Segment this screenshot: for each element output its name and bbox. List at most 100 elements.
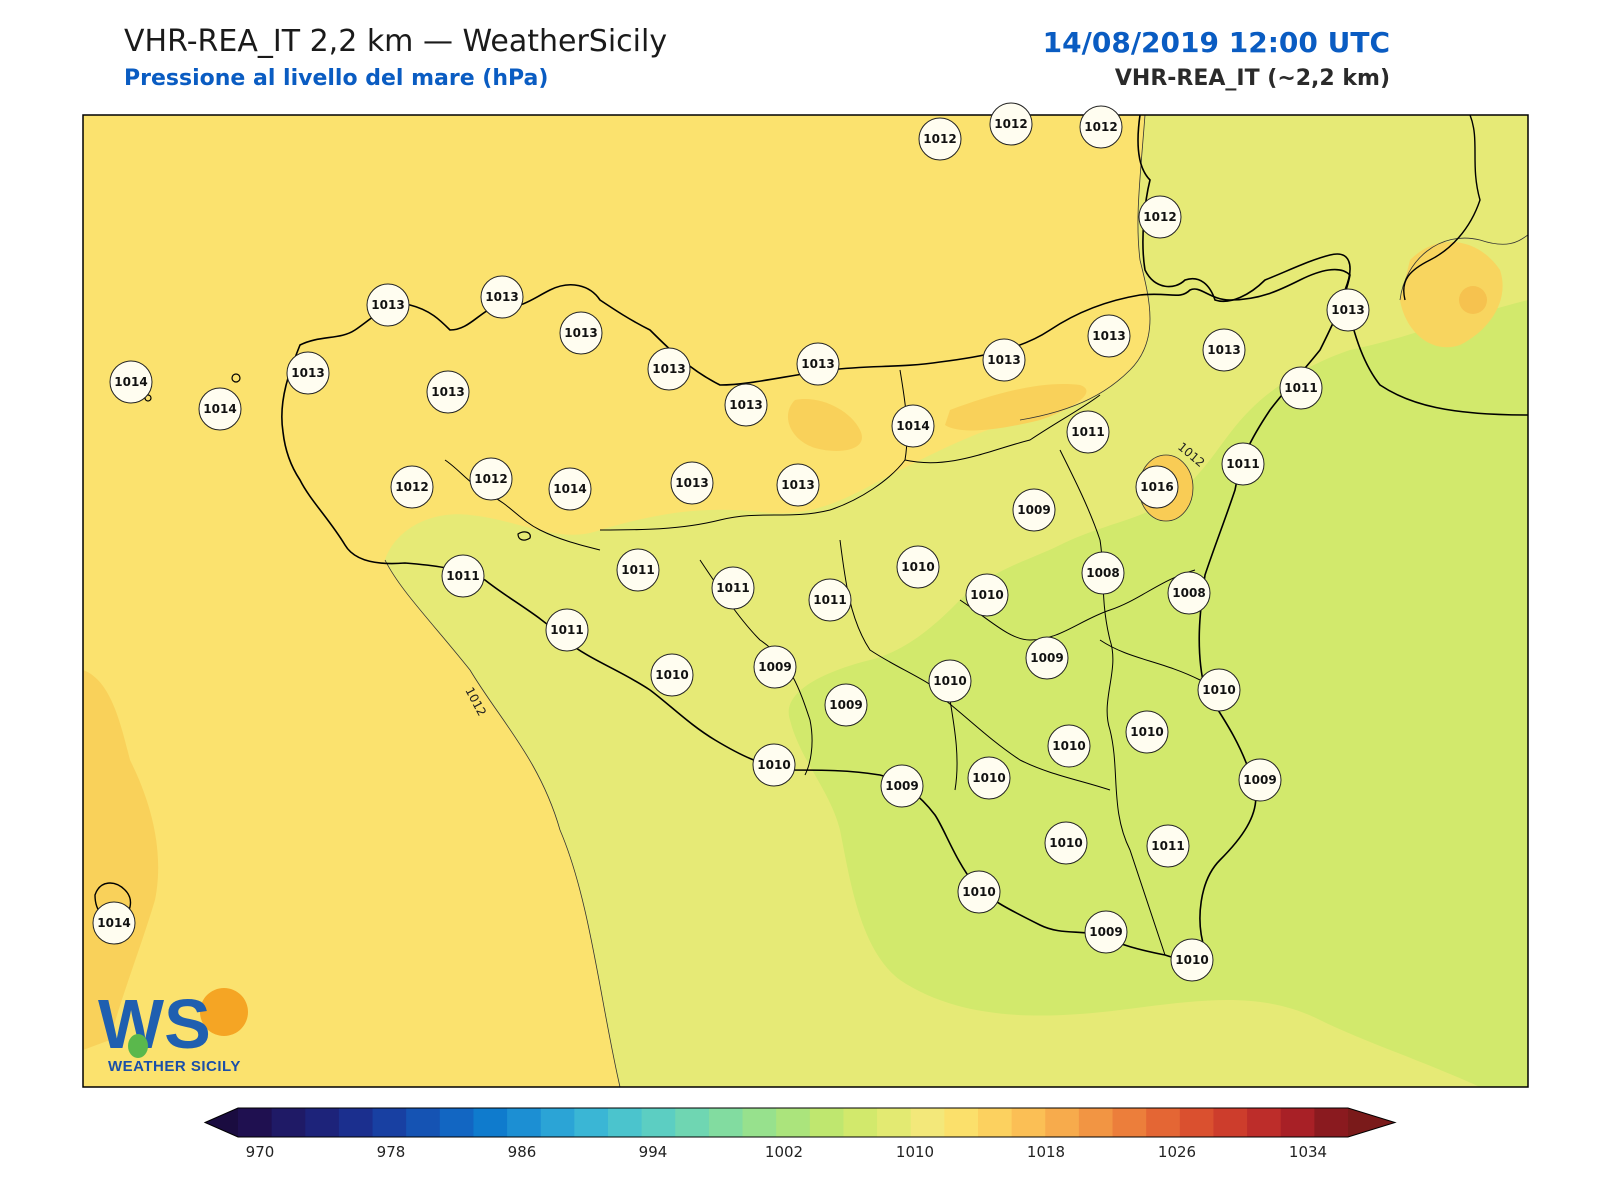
station-circle [441, 554, 485, 598]
model-label: VHR-REA_IT (~2,2 km) [1114, 66, 1390, 91]
station-circle [647, 347, 691, 391]
station-value: 1013 [564, 326, 597, 340]
station-marker: 1013 [426, 370, 470, 414]
map-title: VHR-REA_IT 2,2 km — WeatherSicily [124, 24, 668, 59]
station-marker: 1014 [198, 387, 242, 431]
colorbar-swatch [574, 1108, 609, 1137]
province-border [1059, 449, 1166, 956]
station-circle [1066, 410, 1110, 454]
station-marker: 1010 [1197, 668, 1241, 712]
pressure-band-high [1459, 286, 1487, 314]
station-circle [1146, 824, 1190, 868]
station-circle [545, 608, 589, 652]
station-circle [808, 578, 852, 622]
station-marker: 1010 [957, 870, 1001, 914]
station-value: 1012 [1143, 210, 1176, 224]
colorbar-swatch [1112, 1108, 1147, 1137]
station-circle [776, 463, 820, 507]
station-value: 1013 [801, 357, 834, 371]
calabria-coastline [1403, 115, 1481, 301]
station-circle [1125, 710, 1169, 754]
station-marker: 1009 [824, 683, 868, 727]
contour-1012 [1019, 115, 1151, 421]
station-circle [1138, 195, 1182, 239]
station-circle [957, 870, 1001, 914]
station-marker: 1013 [776, 463, 820, 507]
colorbar-swatch [1314, 1108, 1349, 1137]
station-circle [896, 545, 940, 589]
station-circle [286, 351, 330, 395]
station-circle [1081, 551, 1125, 595]
station-value: 1010 [962, 885, 995, 899]
station-marker: 1010 [1047, 724, 1091, 768]
station-marker: 1011 [1066, 410, 1110, 454]
station-marker: 1012 [1079, 105, 1123, 149]
station-value: 1010 [972, 771, 1005, 785]
weather-sicily-logo: WS [98, 985, 248, 1063]
pressure-band-high [83, 670, 159, 1050]
station-circle [1047, 724, 1091, 768]
colorbar-swatch [305, 1108, 340, 1137]
colorbar-swatch [439, 1108, 474, 1137]
station-value: 1013 [1331, 303, 1364, 317]
station-circle [891, 404, 935, 448]
datetime-label: 14/08/2019 12:00 UTC [1042, 26, 1390, 59]
logo-text: WEATHER SICILY [108, 1058, 241, 1075]
colorbar: 970 978 986 994 1002 1010 1018 1026 1034 [203, 1107, 1397, 1161]
colorbar-swatch [473, 1108, 508, 1137]
station-value: 1014 [896, 419, 929, 433]
station-value: 1010 [933, 674, 966, 688]
station-value: 1010 [1049, 836, 1082, 850]
station-marker: 1010 [650, 653, 694, 697]
map-subtitle: Pressione al livello del mare (hPa) [124, 66, 549, 91]
station-circle [390, 465, 434, 509]
station-value: 1011 [621, 563, 654, 577]
station-circle [1025, 636, 1069, 680]
province-border [904, 394, 1101, 464]
colorbar-swatch [910, 1108, 945, 1137]
contour-1012 [1399, 234, 1528, 301]
station-circle [724, 383, 768, 427]
colorbar-swatch [238, 1108, 273, 1137]
colorbar-tick-label: 1018 [1027, 1143, 1065, 1161]
colorbar-swatch [540, 1108, 575, 1137]
station-value: 1009 [1089, 925, 1122, 939]
station-value: 1011 [1071, 425, 1104, 439]
station-marker: 1009 [1084, 910, 1128, 954]
colorbar-swatch [1078, 1108, 1114, 1137]
station-value: 1010 [1175, 953, 1208, 967]
colorbar-swatch [843, 1108, 878, 1137]
station-circle [1044, 821, 1088, 865]
station-circle [670, 461, 714, 505]
station-value: 1013 [1092, 329, 1125, 343]
station-marker: 1013 [286, 351, 330, 395]
station-value: 1011 [550, 623, 583, 637]
station-marker: 1013 [982, 338, 1026, 382]
station-circle [1170, 938, 1214, 982]
station-marker: 1011 [1146, 824, 1190, 868]
station-circle [796, 342, 840, 386]
station-value: 1013 [729, 398, 762, 412]
station-circle [1279, 366, 1323, 410]
station-circle [711, 566, 755, 610]
station-value: 1009 [1017, 503, 1050, 517]
colorbar-swatch [271, 1108, 306, 1137]
station-marker: 1016 [1135, 465, 1179, 509]
station-marker: 1009 [880, 764, 924, 808]
station-value: 1009 [829, 698, 862, 712]
colorbar-min-arrow [205, 1108, 238, 1137]
station-value: 1008 [1172, 586, 1205, 600]
pressure-band-high [787, 399, 862, 451]
station-marker: 1014 [92, 901, 136, 945]
station-circle [1012, 488, 1056, 532]
station-marker: 1010 [928, 659, 972, 703]
station-value: 1014 [114, 375, 147, 389]
station-value: 1011 [446, 569, 479, 583]
station-value: 1011 [1284, 381, 1317, 395]
station-marker: 1010 [1044, 821, 1088, 865]
contour-1012 [384, 559, 621, 1087]
station-marker: 1011 [616, 548, 660, 592]
station-value: 1013 [1207, 343, 1240, 357]
colorbar-swatch [675, 1108, 710, 1137]
